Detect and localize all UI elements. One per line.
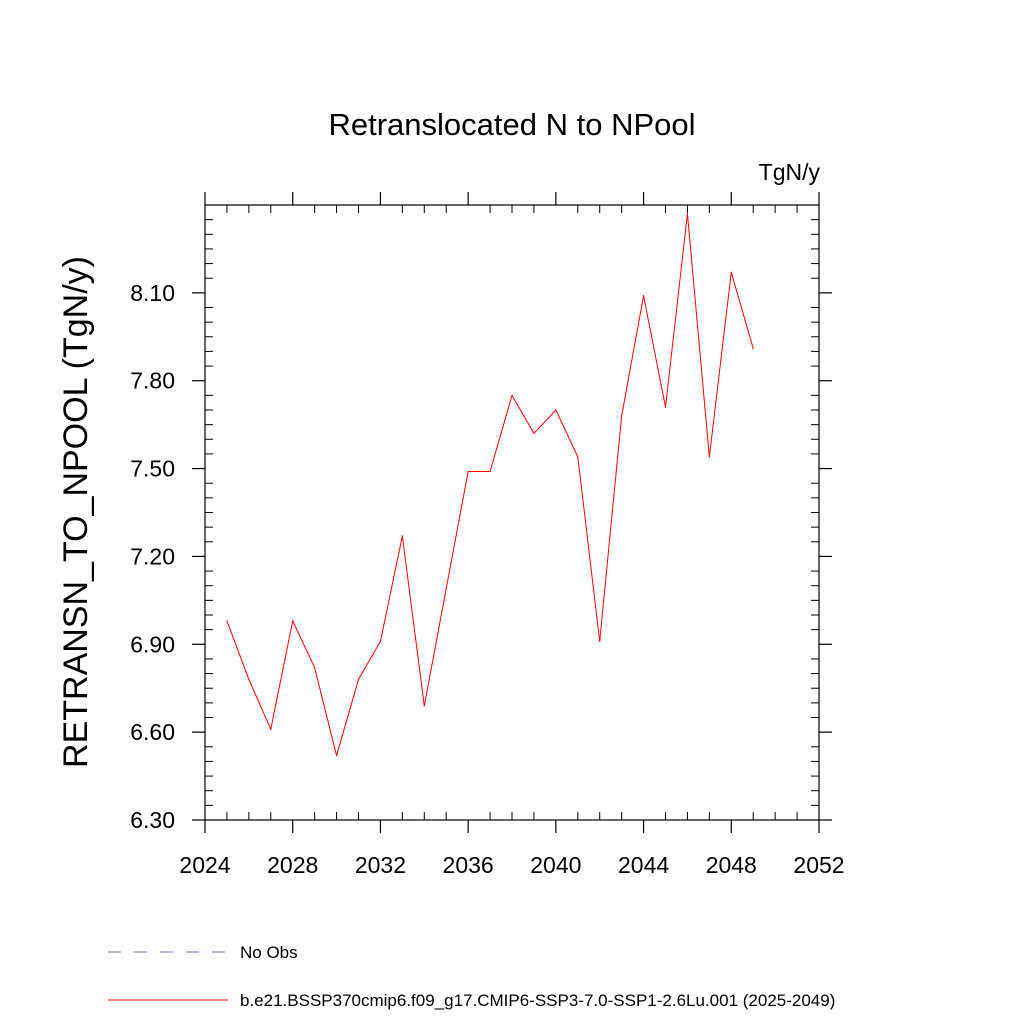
- data-point: [686, 213, 689, 215]
- data-point: [357, 678, 360, 681]
- x-tick-labels: 2024 2028 2032 2036 2040 2044 2048 2052: [179, 852, 844, 878]
- series-line-segment: [358, 640, 381, 680]
- y-axis-label: RETRANSN_TO_NPOOL (TgN/y): [57, 256, 95, 768]
- x-tick-label: 2032: [355, 852, 406, 878]
- series-line-segment: [621, 295, 645, 417]
- data-point: [467, 470, 469, 473]
- series-line-segment: [270, 620, 294, 730]
- plot-frame: [204, 204, 820, 821]
- data-point: [708, 456, 710, 458]
- data-point: [445, 588, 447, 590]
- data-point: [752, 347, 754, 350]
- data-point: [248, 678, 250, 681]
- data-point: [314, 667, 316, 669]
- y-tick-labels: 6.30 6.60 6.90 7.20 7.50 7.80 8.10: [130, 280, 175, 833]
- data-point: [599, 640, 601, 642]
- data-point: [270, 728, 272, 730]
- major-ticks: [192, 192, 832, 833]
- series-line-segment: [401, 535, 425, 707]
- y-tick-label: 8.10: [130, 280, 175, 306]
- x-tick-label: 2044: [618, 852, 669, 878]
- x-tick-label: 2028: [267, 852, 318, 878]
- data-point: [555, 409, 557, 411]
- series-line-segment: [555, 409, 579, 458]
- data-point: [621, 415, 623, 417]
- data-point: [401, 535, 403, 537]
- series-line-segment: [445, 471, 469, 590]
- series-line-segment: [226, 620, 250, 680]
- series-line-segment: [314, 667, 338, 757]
- y-tick-label: 7.80: [130, 368, 175, 394]
- units-label: TgN/y: [759, 159, 821, 185]
- legend: No Obs b.e21.BSSP370cmip6.f09_g17.CMIP6-…: [108, 943, 835, 1010]
- x-tick-label: 2048: [706, 852, 757, 878]
- data-point: [423, 705, 425, 707]
- series-line-segment: [511, 394, 535, 434]
- x-tick-label: 2040: [530, 852, 581, 878]
- series-line-segment: [489, 394, 513, 472]
- data-point: [489, 470, 491, 473]
- x-tick-label: 2036: [443, 852, 494, 878]
- data-point: [511, 394, 513, 396]
- chart-title: Retranslocated N to NPool: [328, 107, 695, 142]
- series-line-segment: [599, 415, 623, 642]
- y-tick-label: 7.50: [130, 456, 175, 482]
- series-line-segment: [423, 588, 447, 707]
- y-tick-label: 7.20: [130, 543, 175, 569]
- data-point: [533, 432, 535, 435]
- data-point: [335, 754, 338, 757]
- series-line-segment: [379, 535, 403, 642]
- legend-label-model: b.e21.BSSP370cmip6.f09_g17.CMIP6-SSP3-7.…: [240, 991, 835, 1010]
- series-line-segment: [665, 213, 688, 408]
- y-tick-label: 6.30: [130, 807, 175, 833]
- data-point: [292, 620, 294, 622]
- data-point: [226, 620, 228, 622]
- series-line-segment: [533, 409, 557, 434]
- data-point: [642, 295, 645, 297]
- y-tick-label: 6.90: [130, 631, 175, 657]
- legend-label-no-obs: No Obs: [240, 943, 298, 962]
- series-line-segment: [248, 678, 272, 730]
- minor-ticks: [205, 204, 819, 820]
- x-tick-label: 2052: [793, 852, 844, 878]
- series-line-segment: [577, 456, 601, 642]
- series-line-segment: [336, 678, 359, 757]
- series-line-segment: [730, 271, 754, 349]
- series-layer: [226, 213, 754, 757]
- series-line-segment: [708, 271, 732, 458]
- x-tick-label: 2024: [179, 852, 230, 878]
- data-point: [730, 271, 732, 273]
- series-line-segment: [292, 620, 316, 669]
- series-line-segment: [643, 295, 666, 408]
- data-point: [577, 456, 579, 458]
- data-point: [379, 640, 382, 642]
- data-point: [664, 406, 667, 408]
- series-line-segment: [686, 213, 710, 458]
- y-tick-label: 6.60: [130, 719, 175, 745]
